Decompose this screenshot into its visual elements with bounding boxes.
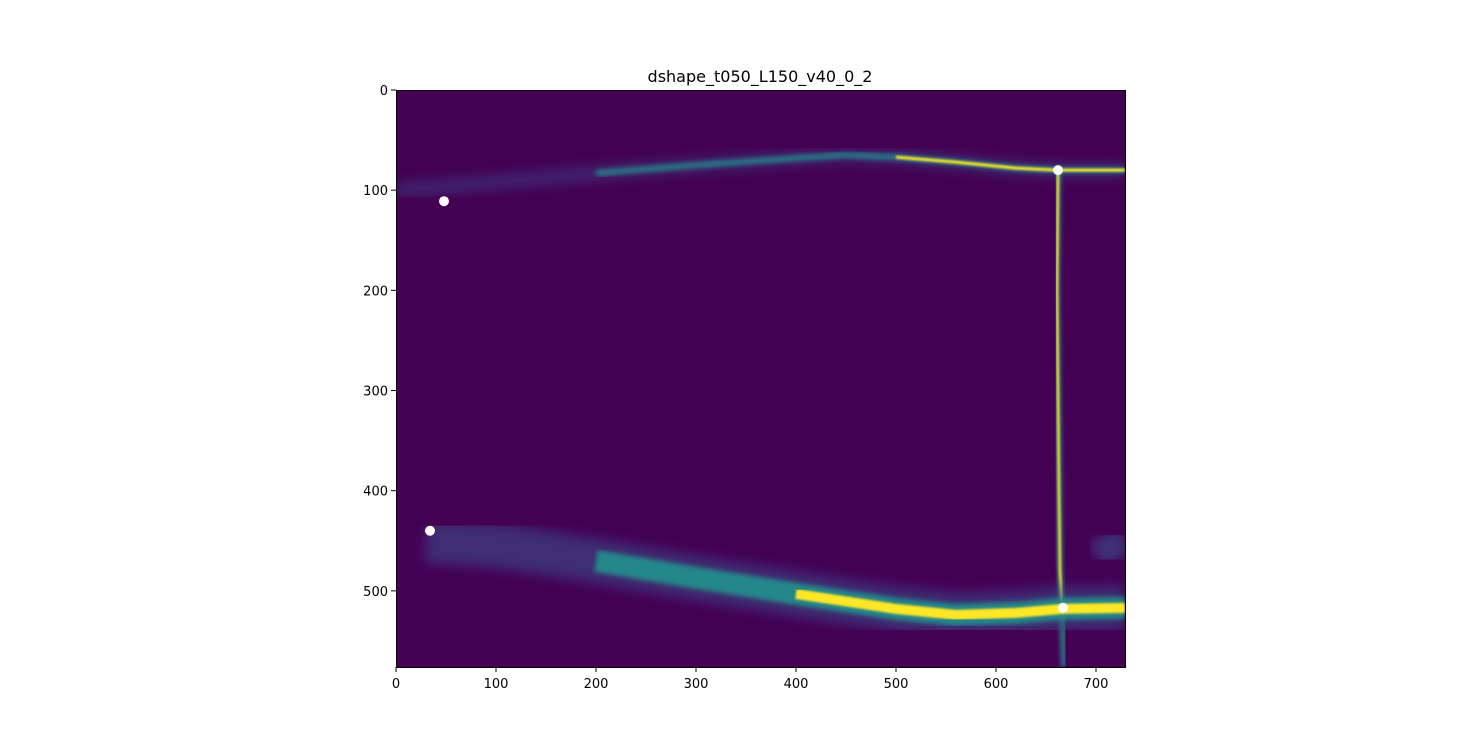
top-ridge-core [895,155,1125,172]
y-tick-label: 100 [363,184,388,199]
x-axis: 0 100 200 300 400 500 600 700 [392,667,1109,692]
heatmap-intensity-layer [396,148,1125,667]
plot-area [396,90,1126,668]
marker-point-4 [1058,602,1068,613]
x-tick-label: 400 [784,677,809,692]
plot-frame [396,90,1126,668]
marker-layer [425,165,1068,613]
y-tick-label: 0 [380,84,388,99]
y-tick-label: 400 [363,485,388,500]
x-tick-label: 700 [1084,677,1109,692]
x-tick-label: 600 [984,677,1009,692]
x-tick-label: 100 [484,677,509,692]
x-tick-label: 300 [684,677,709,692]
marker-point-2 [425,525,435,536]
y-tick-label: 500 [363,585,388,600]
marker-point-1 [439,196,449,207]
y-tick-label: 300 [363,385,388,400]
vertical-ridge-core [1055,170,1064,608]
x-tick-label: 200 [584,677,609,692]
y-tick-label: 200 [363,284,388,299]
right-edge-patch [1088,526,1125,568]
marker-point-3 [1053,165,1063,176]
y-axis: 0 100 200 300 400 500 [363,84,396,600]
x-tick-label: 0 [392,677,400,692]
bottom-band-core [795,588,1125,620]
chart-title: dshape_t050_L150_v40_0_2 [648,67,873,87]
x-tick-label: 500 [884,677,909,692]
